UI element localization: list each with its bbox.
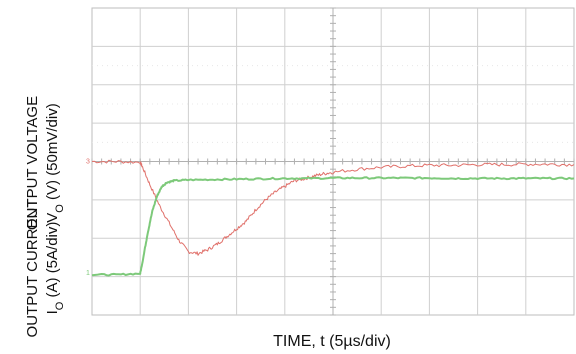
trace-line-1: [91, 159, 575, 256]
trace-line-2: [91, 176, 575, 277]
channel-marker-1: 3: [86, 159, 90, 166]
ylabel-current-line2: IO (A) (5A/div): [44, 222, 66, 315]
xlabel: TIME, t (5µs/div): [273, 333, 391, 350]
ylabel-voltage-line2: VO (V) (50mV/div): [44, 103, 66, 222]
ylabel-voltage-symbol: V: [44, 213, 61, 223]
ylabel-voltage: OUTPUT VOLTAGE VO (V) (50mV/div): [24, 96, 66, 230]
channel-marker-2: 1: [86, 270, 90, 277]
grid: [91, 7, 575, 316]
ylabel-current-subscript: O: [54, 301, 66, 310]
ylabel-current-symbol: I: [44, 310, 61, 314]
ylabel-current-units: (A) (5A/div): [44, 222, 61, 302]
traces: 31: [86, 159, 575, 277]
ylabel-voltage-units: (V) (50mV/div): [44, 103, 61, 204]
ylabel-current: OUTPUT CURRENT IO (A) (5A/div): [24, 199, 66, 338]
ylabel-voltage-line1: OUTPUT VOLTAGE: [24, 96, 41, 230]
ylabel-current-line1: OUTPUT CURRENT: [24, 199, 41, 338]
ylabel-voltage-subscript: O: [54, 204, 66, 213]
